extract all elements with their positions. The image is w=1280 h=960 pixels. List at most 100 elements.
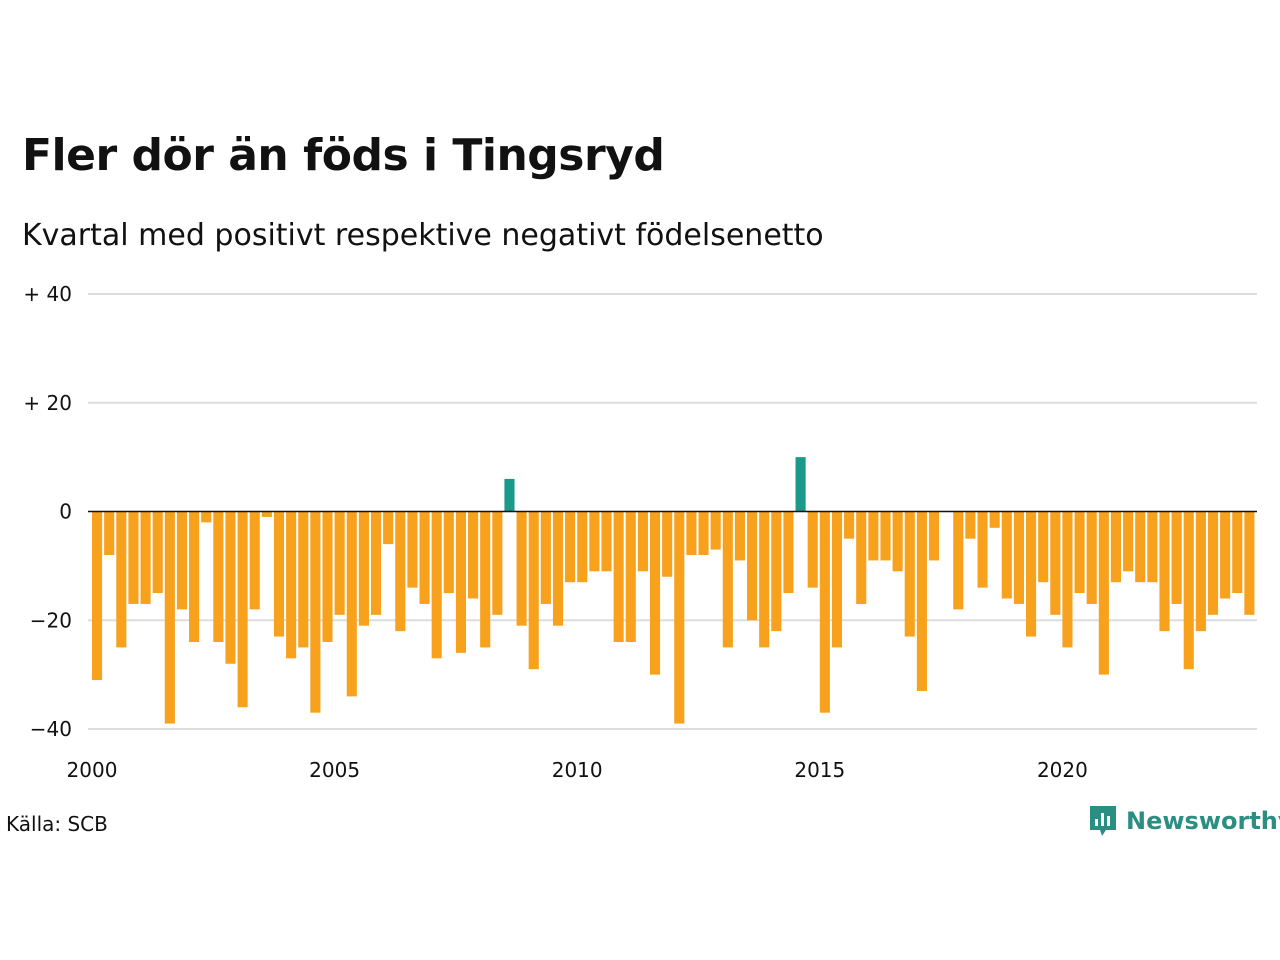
bar	[722, 511, 733, 648]
bar	[152, 511, 163, 594]
bar	[1183, 511, 1194, 670]
bars	[92, 457, 1255, 724]
bar	[249, 511, 260, 610]
bar	[1171, 511, 1182, 604]
bar	[565, 511, 576, 583]
bar	[286, 511, 297, 659]
bar	[395, 511, 406, 632]
bar	[977, 511, 988, 588]
bar	[370, 511, 382, 615]
bar	[844, 511, 855, 539]
bar	[1026, 511, 1037, 637]
bar	[1147, 511, 1158, 583]
bar	[1110, 511, 1122, 583]
bar	[128, 511, 139, 604]
bar	[928, 511, 940, 561]
bar	[1195, 511, 1206, 632]
bar	[831, 511, 843, 648]
bar	[431, 511, 442, 659]
bar	[989, 511, 1000, 528]
bar	[601, 511, 612, 572]
bar	[213, 511, 224, 642]
newsworthy-logo-icon	[1090, 806, 1116, 836]
bar	[880, 511, 891, 561]
bar	[819, 511, 830, 713]
bar	[492, 511, 503, 615]
gridlines	[88, 293, 1257, 730]
axes: −40 −20 0 + 20 + 40 2000 2005 2010 2015 2020	[23, 282, 1257, 782]
bar	[1159, 511, 1170, 632]
bar	[783, 511, 794, 594]
bar	[734, 511, 745, 561]
bar	[625, 511, 636, 642]
bar	[795, 457, 806, 512]
bar	[298, 511, 309, 648]
bar	[201, 511, 212, 523]
bar	[1220, 511, 1231, 599]
bar	[1244, 511, 1255, 615]
y-tick-label: + 40	[23, 282, 72, 306]
brand-logo[interactable]: Newsworthy	[1088, 804, 1280, 838]
y-tick-label: −20	[30, 608, 72, 632]
y-tick-label: −40	[30, 717, 72, 741]
bar	[710, 511, 721, 550]
source-note: Källa: SCB	[6, 812, 108, 836]
bar	[104, 511, 115, 555]
bar	[1038, 511, 1049, 583]
bar	[747, 511, 758, 621]
bar	[468, 511, 479, 599]
bar	[176, 511, 188, 610]
chart-subtitle: Kvartal med positivt respektive negativt…	[22, 218, 824, 253]
bar	[1098, 511, 1109, 675]
bar-chart: −40 −20 0 + 20 + 40 2000 2005 2010 2015 2020	[23, 282, 1257, 782]
bar	[686, 511, 697, 555]
bar	[273, 511, 285, 637]
bar	[916, 511, 927, 691]
brand-name: Newsworthy	[1126, 807, 1280, 835]
bar	[589, 511, 600, 572]
bar	[868, 511, 879, 561]
bar	[1050, 511, 1061, 615]
bar	[904, 511, 915, 637]
bar	[322, 511, 333, 642]
bar	[1207, 511, 1219, 615]
bar	[237, 511, 248, 708]
bar	[649, 511, 661, 675]
bar	[528, 511, 539, 670]
bar	[674, 511, 685, 724]
bar	[1123, 511, 1134, 572]
bar	[577, 511, 588, 583]
bar	[358, 511, 369, 626]
bar	[953, 511, 964, 610]
bar	[1086, 511, 1097, 604]
bar	[759, 511, 770, 648]
chart-title: Fler dör än föds i Tingsryd	[22, 130, 665, 181]
bar	[516, 511, 527, 626]
bar	[807, 511, 818, 588]
bar	[261, 511, 272, 517]
x-tick-label: 2005	[309, 758, 360, 782]
bar	[164, 511, 175, 724]
bar	[334, 511, 345, 615]
bar	[92, 511, 103, 681]
bar	[771, 511, 782, 632]
bar	[419, 511, 430, 604]
bar	[662, 511, 673, 577]
bar	[637, 511, 648, 572]
bar	[140, 511, 151, 604]
bar	[310, 511, 321, 713]
bar	[965, 511, 976, 539]
bar	[189, 511, 200, 642]
bar	[443, 511, 454, 594]
bar	[225, 511, 236, 664]
x-tick-label: 2020	[1037, 758, 1088, 782]
bar	[383, 511, 394, 545]
bar	[1062, 511, 1073, 648]
y-tick-label: + 20	[23, 391, 72, 415]
bar	[407, 511, 418, 588]
bar	[504, 478, 515, 512]
bar	[116, 511, 127, 648]
bar	[540, 511, 551, 604]
y-tick-label: 0	[59, 500, 72, 524]
bar	[455, 511, 466, 653]
